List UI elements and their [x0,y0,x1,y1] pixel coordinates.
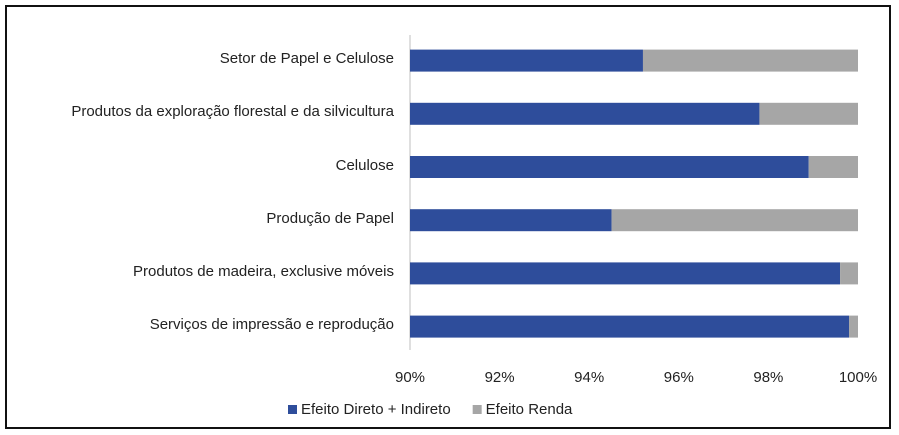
x-tick-label: 98% [753,369,783,386]
frame [5,5,891,429]
legend-swatch [472,405,482,414]
category-text: Produção de Papel [266,209,394,227]
legend-label: Efeito Renda [486,401,573,418]
bar-segment [410,209,612,232]
legend-swatch [288,405,297,414]
x-tick-label: 100% [839,369,877,386]
bar-segment [642,49,858,72]
bar-segment [410,156,809,178]
legend-label: Efeito Direto + Indireto [301,401,451,418]
category-text: Produtos de madeira, exclusive móveis [133,262,394,280]
x-tick-label: 96% [664,369,694,386]
x-tick-label: 92% [485,369,515,386]
category-label: Produtos da exploração florestal e da si… [36,102,394,121]
bar-segment [410,102,760,125]
bar-segment [410,262,841,285]
bar-segment [808,156,858,178]
category-label: Setor de Papel e Celulose [36,49,394,68]
category-label: Celulose [36,156,394,175]
bar-segment [849,315,858,338]
bar-segment [611,209,858,232]
category-text: Celulose [335,156,394,174]
bar-segment [410,315,850,338]
bar-segment [759,102,858,125]
x-tick-label: 90% [395,369,425,386]
category-label: Produção de Papel [36,209,394,228]
bar-segment [410,49,643,72]
bar-segment [840,262,858,285]
category-label: Produtos de madeira, exclusive móveis [36,262,394,281]
x-tick-label: 94% [574,369,604,386]
category-text: Setor de Papel e Celulose [219,50,394,68]
category-text: Produtos da exploração florestal e da si… [71,103,394,121]
category-text: Serviços de impressão e reprodução [149,316,394,334]
category-label: Serviços de impressão e reprodução [36,315,394,334]
